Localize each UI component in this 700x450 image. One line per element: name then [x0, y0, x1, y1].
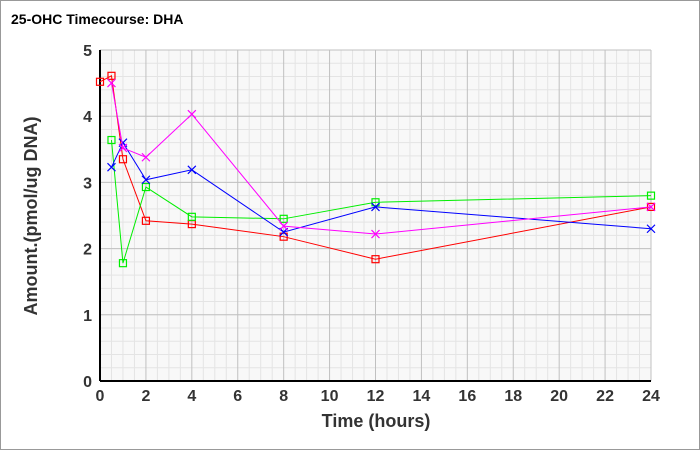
x-tick-label: 12: [367, 388, 385, 405]
data-point-magenta: [141, 152, 151, 162]
data-point-blue: [107, 162, 116, 172]
x-tick-label: 10: [321, 388, 339, 405]
y-tick-label: 4: [83, 109, 92, 126]
data-point-magenta: [371, 229, 380, 239]
data-point-magenta: [646, 202, 656, 212]
y-tick-label: 2: [83, 242, 92, 259]
data-point-green: [118, 259, 128, 268]
data-point-red: [118, 155, 128, 164]
series-line-red: [99, 75, 652, 260]
x-tick-label: 20: [550, 388, 568, 405]
y-tick-label: 1: [83, 308, 92, 325]
data-point-green: [107, 135, 116, 145]
x-tick-label: 6: [233, 388, 242, 405]
y-tick-label: 3: [83, 175, 92, 192]
data-point-green: [371, 198, 380, 207]
series-line-green: [110, 139, 652, 264]
data-point-red: [107, 71, 116, 80]
data-point-red: [279, 232, 288, 241]
data-point-green: [646, 191, 656, 200]
data-point-magenta: [118, 143, 128, 153]
data-point-red: [95, 77, 105, 86]
data-point-blue: [646, 224, 656, 234]
data-point-green: [279, 214, 288, 223]
data-point-green: [187, 212, 196, 221]
data-point-blue: [141, 175, 151, 185]
y-tick-label: 0: [83, 374, 92, 391]
x-tick-label: 4: [187, 388, 196, 405]
data-point-blue: [371, 202, 380, 212]
x-tick-label: 8: [279, 388, 288, 405]
x-tick-label: 14: [413, 388, 431, 405]
data-point-magenta: [107, 78, 116, 88]
data-point-red: [141, 216, 151, 225]
x-axis-label: Time (hours): [322, 411, 431, 431]
x-tick-label: 2: [141, 388, 150, 405]
y-tick-label: 5: [83, 43, 92, 60]
x-tick-label: 0: [96, 388, 105, 405]
chart-title: 25-OHC Timecourse: DHA: [11, 11, 184, 27]
x-tick-label: 24: [642, 388, 660, 405]
data-point-magenta: [187, 109, 197, 119]
x-tick-label: 22: [596, 388, 614, 405]
data-point-magenta: [279, 221, 289, 231]
data-point-blue: [187, 165, 197, 175]
y-axis-label: Amount.(pmol/ug DNA): [21, 117, 41, 316]
x-tick-label: 16: [458, 388, 476, 405]
data-point-red: [371, 255, 380, 264]
data-point-green: [141, 182, 151, 192]
x-tick-label: 18: [504, 388, 522, 405]
